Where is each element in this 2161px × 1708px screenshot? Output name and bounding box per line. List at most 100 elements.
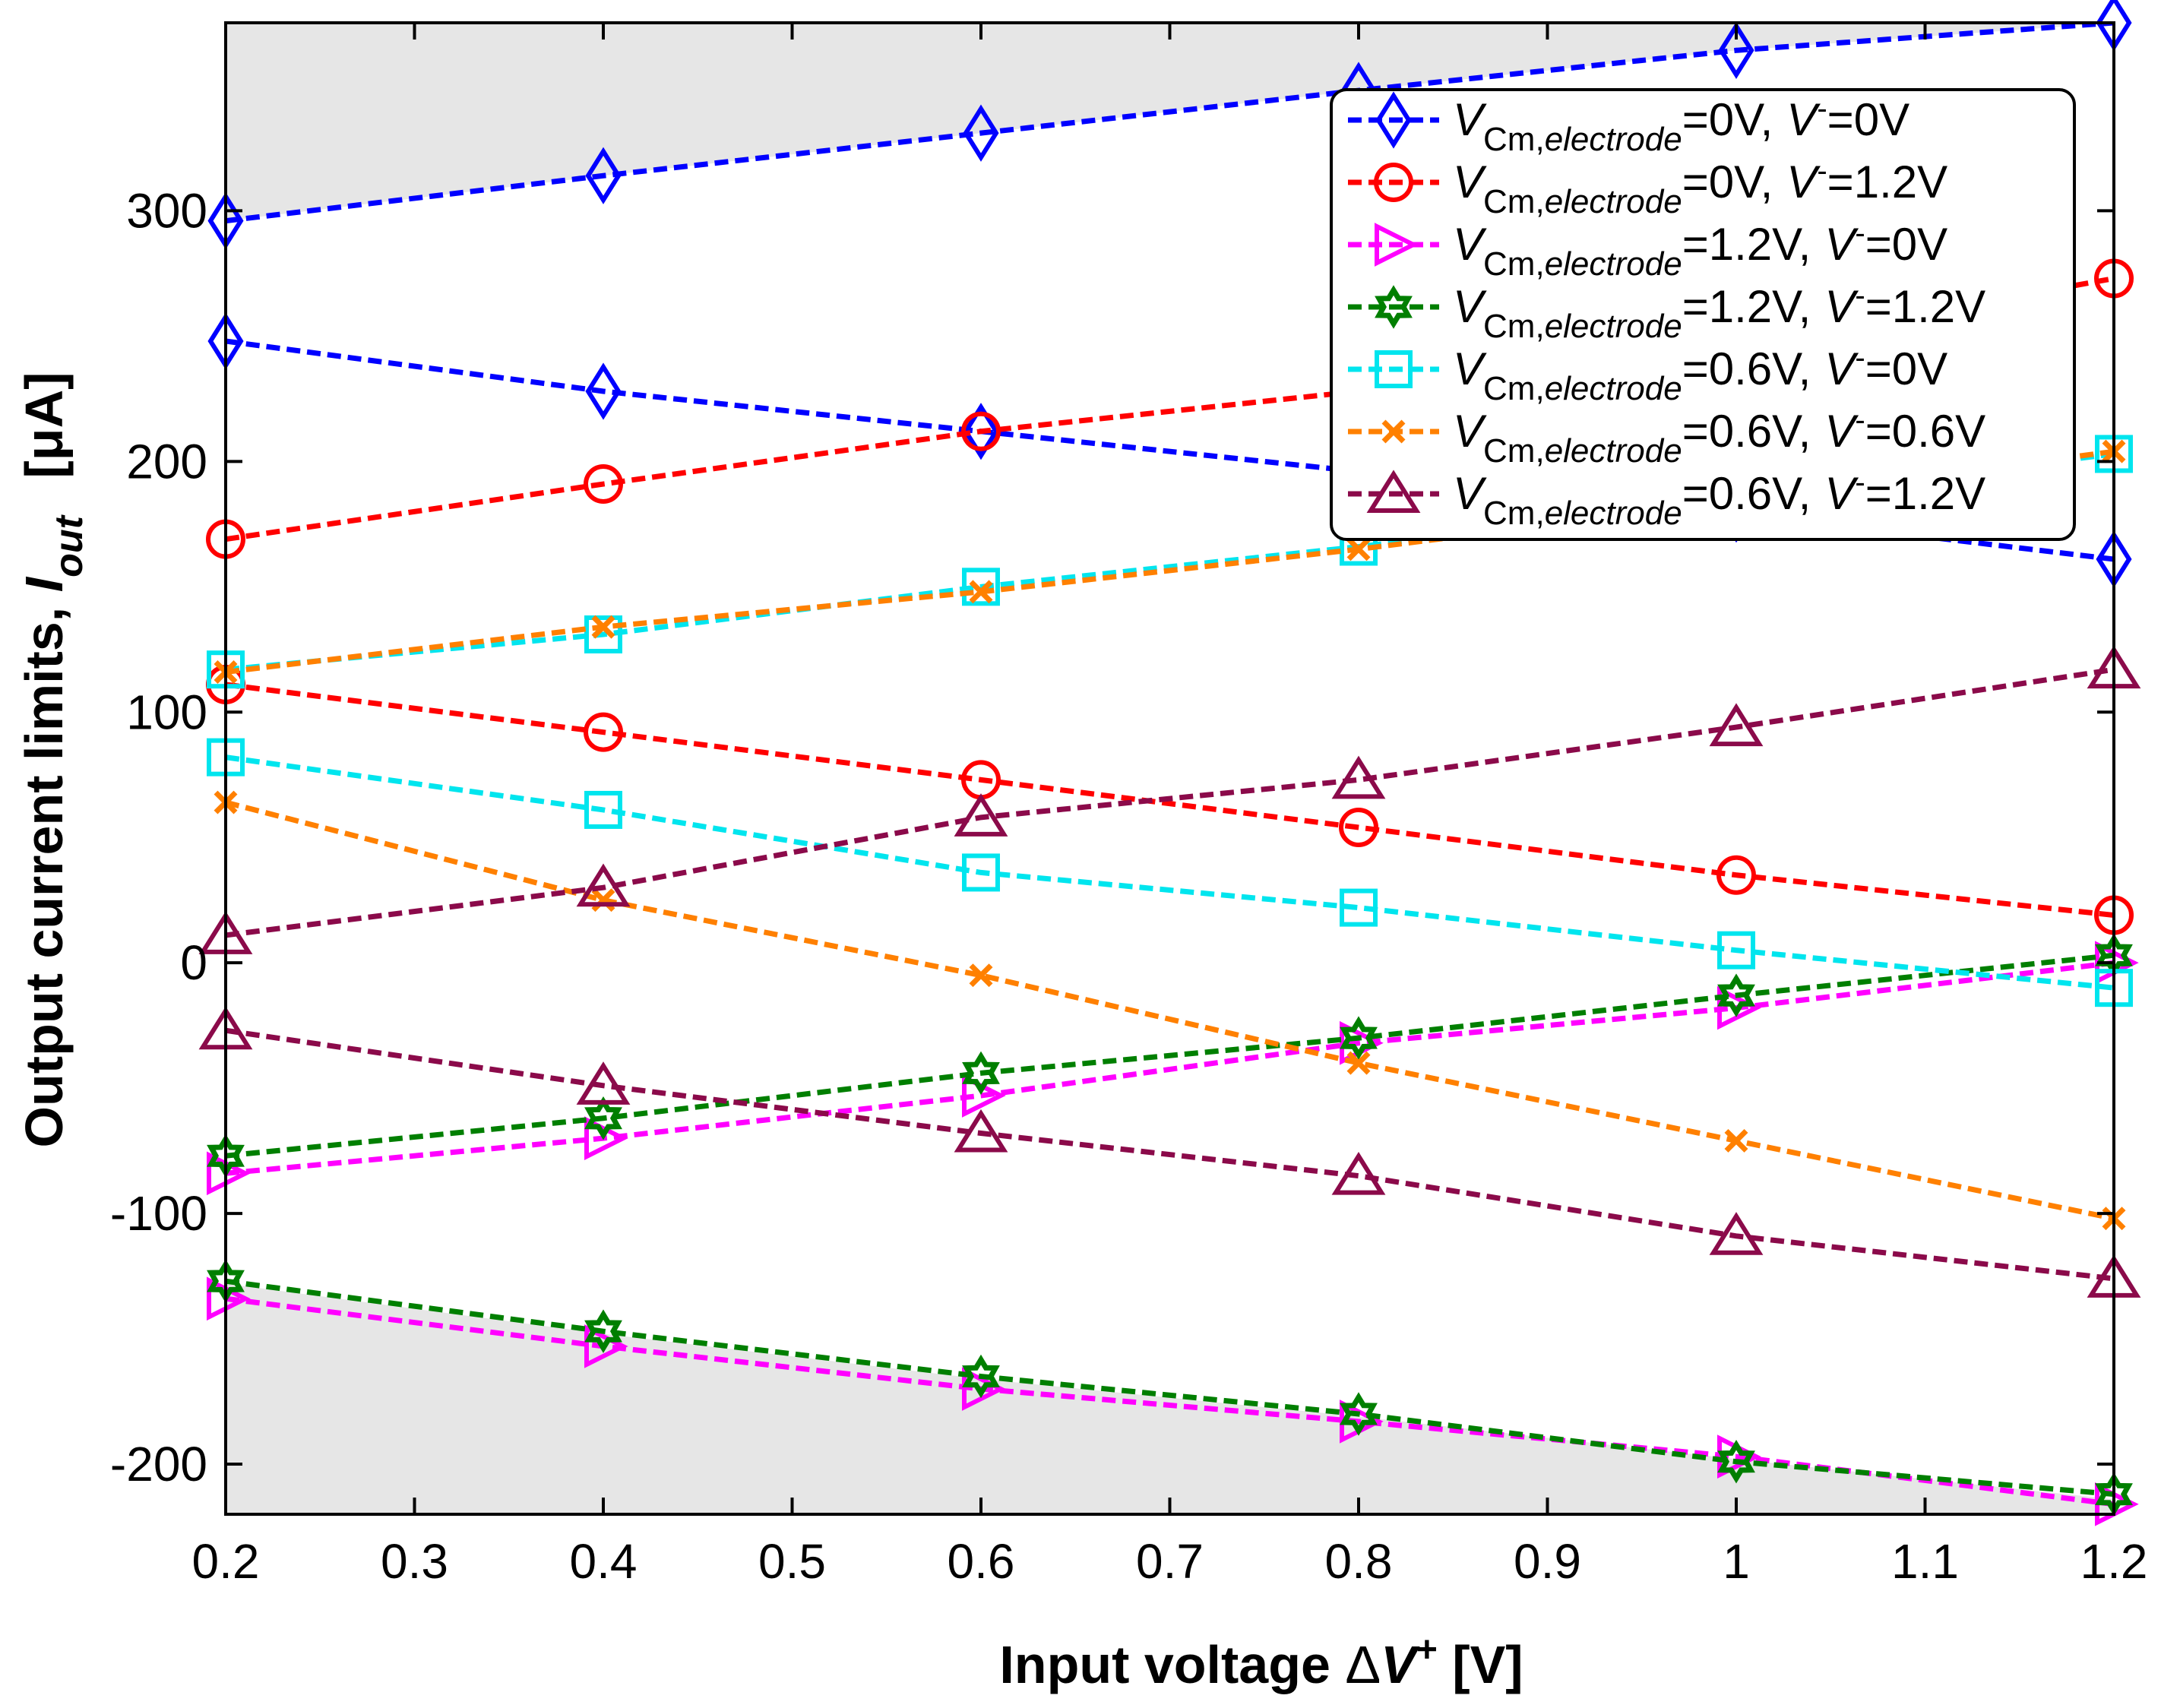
series-4-upper-point — [1717, 973, 1755, 1017]
series-7 — [198, 645, 2141, 1298]
series-4-upper-line — [226, 952, 2114, 1159]
legend-vminus: V — [1824, 281, 1859, 332]
series-4-lower-point — [584, 1309, 622, 1353]
legend-vminus-value: =0V — [1865, 219, 1947, 270]
series-3-upper-line — [226, 960, 2114, 1176]
series-6-upper-point — [591, 615, 615, 639]
legend-marker — [1375, 350, 1413, 388]
legend-label: VCm,electrode=0V, V-=1.2V — [1453, 154, 1947, 220]
series-2-lower-point — [1339, 808, 1378, 848]
series-5-lower-line — [226, 754, 2114, 991]
legend-sub: Cm, — [1483, 432, 1545, 470]
legend-marker — [1366, 470, 1421, 513]
axis-titles: Input voltage ΔV+ [V] Output current limi… — [14, 372, 1523, 1694]
series-6-lower-point — [591, 888, 615, 913]
legend-entry-7: VCm,electrode=0.6V, V-=1.2V — [1348, 466, 1985, 532]
series-4-lower-point — [1340, 1392, 1378, 1436]
series-2-lower-point — [1716, 855, 1756, 895]
legend-entry-3: VCm,electrode=1.2V, V-=0V — [1348, 217, 1947, 283]
series-6-upper-point — [969, 580, 993, 604]
legend-minus-sup: - — [1817, 92, 1827, 125]
y-axis-title-var: I — [14, 576, 74, 592]
legend-marker — [1375, 223, 1419, 267]
legend-vcm-value: =1.2V, — [1682, 281, 1811, 332]
x-tick-label: 1 — [1723, 1534, 1750, 1589]
shaded-region-bottom — [226, 1283, 2114, 1514]
x-tick-label: 0.2 — [192, 1534, 260, 1589]
series-7-lower-point — [1709, 1212, 1764, 1255]
legend-marker — [1375, 91, 1412, 149]
legend-vcm-value: =0.6V, — [1682, 406, 1811, 457]
series-2-lower-line — [226, 682, 2114, 918]
x-tick-label: 0.3 — [381, 1534, 448, 1589]
legend-vminus-value: =1.2V — [1865, 281, 1985, 332]
legend-vcm-value: =0V, — [1682, 94, 1773, 145]
legend-vcm-value: =0.6V, — [1682, 343, 1811, 394]
series-7-upper-point — [1331, 755, 1386, 799]
series-6-lower-point — [969, 963, 993, 988]
x-axis-title-text: Input voltage — [999, 1635, 1345, 1694]
series-4-lower-line — [226, 1278, 2114, 1498]
series-6-lower-line — [226, 799, 2114, 1222]
legend-marker — [1374, 163, 1413, 202]
series-1-lower-point — [585, 362, 622, 420]
series-1-upper-line — [226, 23, 2114, 224]
series-7-upper-point — [576, 863, 631, 907]
legend-entry-2: VCm,electrode=0V, V-=1.2V — [1348, 154, 1947, 220]
series-4-lower-point — [1717, 1439, 1755, 1484]
x-axis-title-var: V — [1381, 1635, 1420, 1694]
legend-v: V — [1453, 157, 1487, 207]
y-axis-title-sub: out — [47, 514, 91, 577]
y-axis-title-text: Output current limits, — [14, 592, 74, 1147]
legend-vminus: V — [1786, 157, 1821, 207]
series-4-upper-point — [1340, 1016, 1378, 1060]
legend-entry-5: VCm,electrode=0.6V, V-=0V — [1348, 341, 1947, 407]
axes-layer: 0.2 0.3 0.4 0.5 0.6 0.7 0.8 0.9 1 1.1 1.2-200-1000… — [110, 21, 2147, 1589]
series-5-lower-point — [1340, 888, 1378, 927]
legend-label: VCm,electrode=1.2V, V-=1.2V — [1453, 279, 1985, 345]
series-2-upper-point — [584, 464, 623, 504]
legend-vcm-value: =1.2V, — [1682, 219, 1811, 270]
x-tick-label: 1.1 — [1891, 1534, 1959, 1589]
legend-label: VCm,electrode=0V, V-=0V — [1453, 92, 1909, 158]
series-6-lower-point — [1724, 1128, 1748, 1153]
series-3-upper-point — [1717, 985, 1761, 1030]
x-tick-label: 0.5 — [758, 1534, 826, 1589]
y-tick-label: 100 — [126, 685, 207, 739]
series-4-lower-point — [962, 1354, 1000, 1399]
y-tick-label: 200 — [126, 434, 207, 489]
legend-vminus: V — [1786, 94, 1821, 145]
shaded-region-layer — [226, 23, 2114, 1514]
series-1-upper-point — [1718, 21, 1754, 79]
legend-vminus-value: =0V — [1827, 94, 1909, 145]
legend-marker — [1375, 285, 1413, 329]
legend-label: VCm,electrode=1.2V, V-=0V — [1453, 217, 1947, 283]
legend-sub: Cm, — [1483, 245, 1545, 283]
legend-marker — [1381, 419, 1406, 444]
shaded-region-top — [226, 23, 2114, 221]
series-5-lower-point — [584, 790, 622, 829]
legend-v: V — [1453, 468, 1487, 519]
series-1-upper-point — [585, 147, 622, 204]
series-3-lower-point — [584, 1324, 628, 1368]
legend-sub-italic: electrode — [1545, 432, 1682, 470]
series-3-lower-point — [962, 1367, 1006, 1411]
legend-sub-italic: electrode — [1545, 245, 1682, 283]
legend-sub: Cm, — [1483, 308, 1545, 345]
y-tick-label: 300 — [126, 183, 207, 238]
y-axis-title-group: Output current limits, Iout [μA] — [14, 372, 91, 1148]
legend-entry-6: VCm,electrode=0.6V, V-=0.6V — [1348, 403, 1985, 470]
x-axis-title: Input voltage ΔV+ [V] — [999, 1630, 1523, 1694]
y-axis-title-unit: [μA] — [14, 372, 74, 479]
legend-vminus-value: =1.2V — [1865, 468, 1985, 519]
legend-vminus-value: =0.6V — [1865, 406, 1985, 457]
series-1-upper-point — [963, 104, 999, 162]
legend-minus-sup: - — [1855, 341, 1865, 375]
x-tick-label: 0.8 — [1325, 1534, 1393, 1589]
series-5-lower-point — [962, 853, 1000, 892]
series-7-upper-line — [226, 666, 2114, 938]
legend-vcm-value: =0.6V, — [1682, 468, 1811, 519]
y-tick-label: 0 — [180, 935, 207, 990]
series-2-lower-point — [584, 712, 623, 752]
series-7-lower-point — [954, 1109, 1008, 1153]
